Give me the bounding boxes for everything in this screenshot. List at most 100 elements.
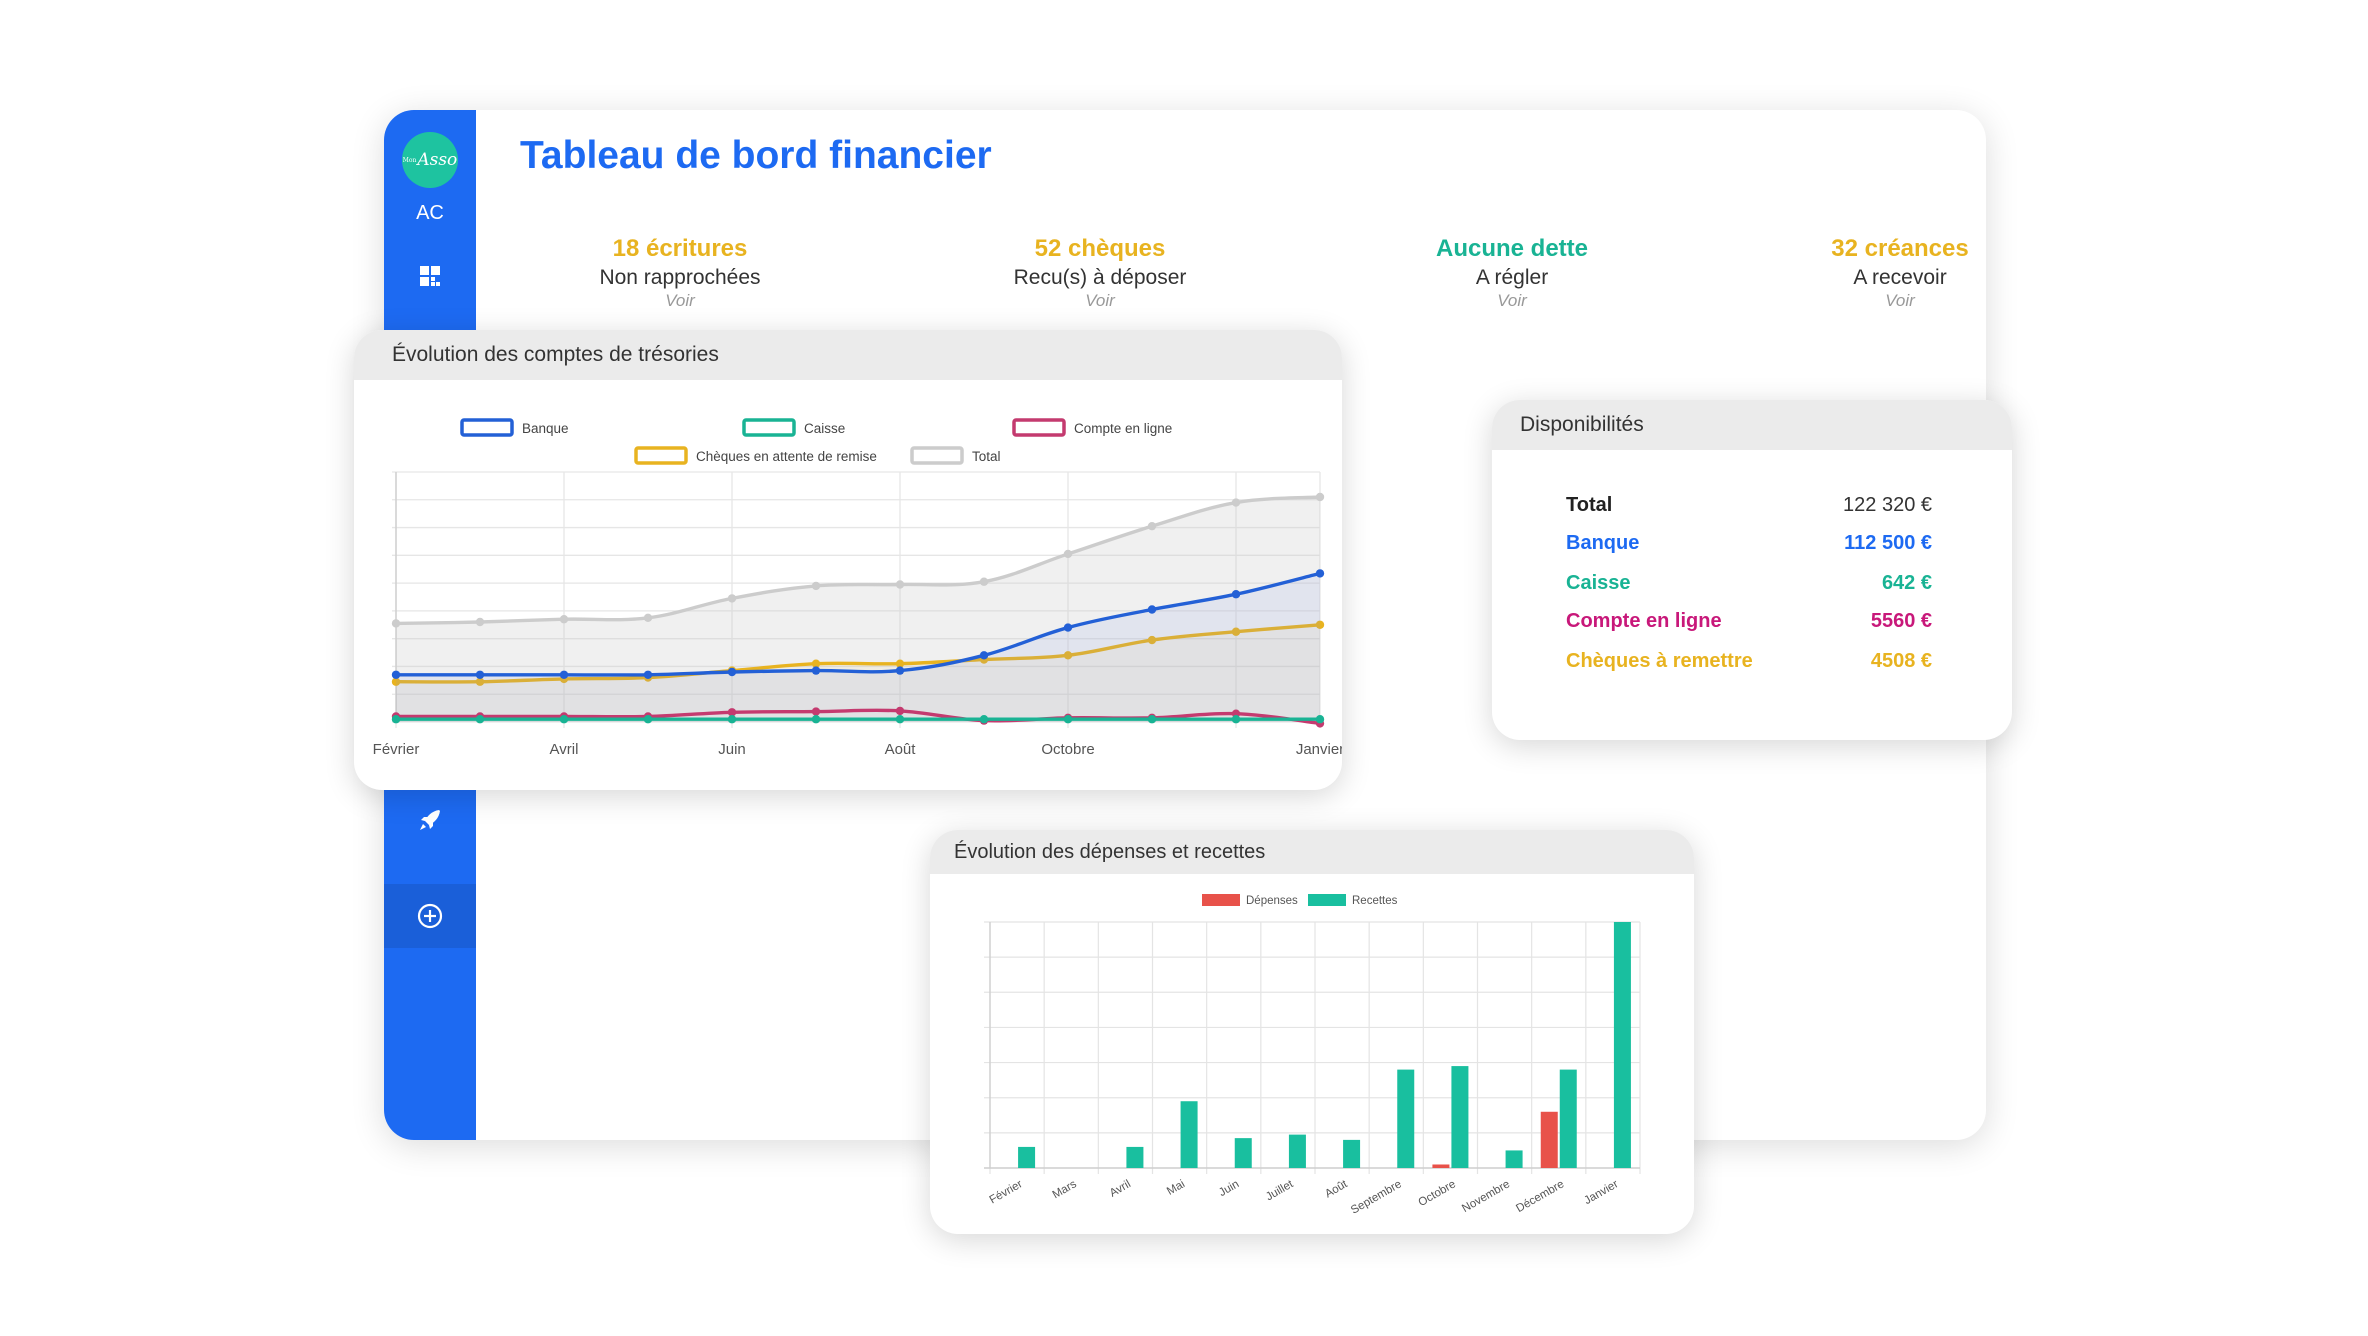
data-point: [1063, 715, 1073, 724]
x-tick-label: Octobre: [1041, 741, 1094, 758]
dispo-label: Caisse: [1566, 571, 1631, 594]
data-point: [1147, 521, 1157, 531]
bar-recettes: [1397, 1069, 1415, 1168]
data-point: [643, 670, 653, 679]
data-point: [1315, 620, 1325, 629]
bar-recettes: [1505, 1150, 1523, 1168]
logo-small-text: Mon: [402, 156, 417, 164]
data-point: [895, 706, 905, 716]
kpi-creances: 32 créances A recevoir Voir: [1750, 235, 1986, 311]
data-point: [475, 670, 485, 679]
rocket-icon: [420, 810, 440, 830]
kpi-ecritures: 18 écritures Non rapprochées Voir: [530, 235, 830, 311]
data-point: [979, 715, 989, 724]
data-point: [475, 715, 485, 724]
data-point: [1063, 623, 1073, 632]
bar-recettes: [1180, 1101, 1198, 1168]
data-point: [895, 659, 905, 668]
kpi-label: A recevoir: [1853, 266, 1947, 289]
data-point: [1147, 605, 1157, 614]
dispo-label: Banque: [1566, 531, 1640, 554]
dispo-amount: 122 320 €: [1843, 493, 1932, 516]
dispo-amount: 112 500 €: [1844, 531, 1932, 554]
legend-swatch: [910, 446, 964, 465]
bar-recettes: [1288, 1134, 1306, 1168]
kpi-value: 18 écritures: [612, 235, 748, 262]
data-point: [1147, 715, 1157, 724]
data-point: [811, 707, 821, 716]
kpi-cheques: 52 chèques Recu(s) à déposer Voir: [950, 235, 1250, 311]
data-point: [1231, 715, 1241, 724]
data-point: [1315, 715, 1325, 724]
legend-label: Compte en ligne: [1074, 421, 1172, 436]
bar-d-penses: [1432, 1164, 1450, 1168]
data-point: [391, 677, 401, 686]
user-initials[interactable]: AC: [416, 202, 444, 224]
depenses-recettes-card: Évolution des dépenses et recettes Févri…: [930, 830, 1694, 1234]
series-area-banque: [396, 573, 1320, 722]
legend-label: Caisse: [804, 421, 845, 436]
bar-d-penses: [1540, 1111, 1558, 1168]
data-point: [559, 715, 569, 724]
bar-recettes: [1018, 1146, 1036, 1168]
data-point: [1231, 627, 1241, 636]
kpi-view-link[interactable]: Voir: [1085, 291, 1115, 310]
data-point: [727, 594, 737, 603]
add-circle-icon: [417, 903, 443, 929]
series-area-ch-ques-en-attente-de-remise: [396, 624, 1320, 722]
disponibilites-card: Disponibilités Total 122 320 € Banque 11…: [1492, 400, 2012, 740]
data-point: [559, 615, 569, 624]
legend-label: Dépenses: [1246, 895, 1298, 907]
dispo-label: Total: [1566, 493, 1613, 516]
legend-swatch: [1202, 894, 1240, 906]
data-point: [1315, 492, 1325, 502]
kpi-view-link[interactable]: Voir: [1885, 291, 1915, 310]
dispo-amount: 4508 €: [1870, 649, 1932, 672]
data-point: [727, 667, 737, 677]
kpi-dettes: Aucune dette A régler Voir: [1362, 235, 1662, 311]
x-tick-label: Janvier: [1296, 741, 1342, 758]
legend-label: Chèques en attente de remise: [696, 449, 877, 464]
data-point: [811, 715, 821, 724]
dispo-amount: 5560 €: [1870, 609, 1932, 632]
depenses-recettes-bar-chart: Février Mars Avril Mai Juin Juillet Août Septem…: [984, 894, 1641, 1217]
kpi-view-link[interactable]: Voir: [1497, 291, 1527, 310]
sidebar-item-add[interactable]: [384, 884, 476, 948]
data-point: [1231, 498, 1241, 507]
bar-recettes: [1343, 1139, 1361, 1168]
x-tick-label: Juin: [1217, 1178, 1241, 1199]
sidebar-item-dashboard[interactable]: [384, 246, 476, 306]
dispo-row-compte-en-ligne: Compte en ligne 5560 €: [1566, 606, 1932, 636]
series-line-compte-en-ligne: [396, 708, 1321, 726]
dispo-row-banque: Banque 112 500 €: [1566, 528, 1932, 558]
data-point: [811, 581, 821, 591]
series-line-total: [395, 495, 1321, 626]
data-point: [811, 659, 821, 668]
disponibilites-card-title: Disponibilités: [1492, 400, 2012, 450]
series-line-ch-ques-en-attente-de-remise: [395, 623, 1321, 684]
bar-recettes: [1559, 1069, 1577, 1168]
legend-label: Total: [972, 449, 1001, 464]
dispo-row-caisse: Caisse 642 €: [1566, 568, 1932, 598]
tresorerie-card: Évolution des comptes de trésories Févri…: [354, 330, 1342, 790]
sidebar-item-launch[interactable]: [384, 790, 476, 850]
legend-swatch: [460, 418, 514, 437]
dispo-row-total: Total 122 320 €: [1566, 490, 1932, 520]
data-point: [1147, 635, 1157, 645]
x-tick-label: Juillet: [1264, 1178, 1296, 1203]
data-point: [643, 715, 653, 724]
kpi-value: 52 chèques: [1034, 235, 1166, 262]
kpi-view-link[interactable]: Voir: [665, 291, 695, 310]
kpi-label: Non rapprochées: [599, 266, 761, 289]
legend-label: Banque: [522, 421, 569, 436]
app-logo[interactable]: Mon Asso: [402, 132, 458, 188]
tresorerie-line-chart: Février Avril Juin Août Octobre Janvier Banque…: [373, 418, 1342, 758]
bar-recettes: [1613, 922, 1631, 1168]
x-tick-label: Janvier: [1582, 1178, 1620, 1207]
legend-swatch: [1308, 894, 1346, 906]
data-point: [895, 715, 905, 724]
legend-swatch: [742, 418, 796, 437]
data-point: [1231, 590, 1241, 599]
data-point: [475, 677, 485, 686]
x-tick-label: Juin: [718, 741, 746, 758]
